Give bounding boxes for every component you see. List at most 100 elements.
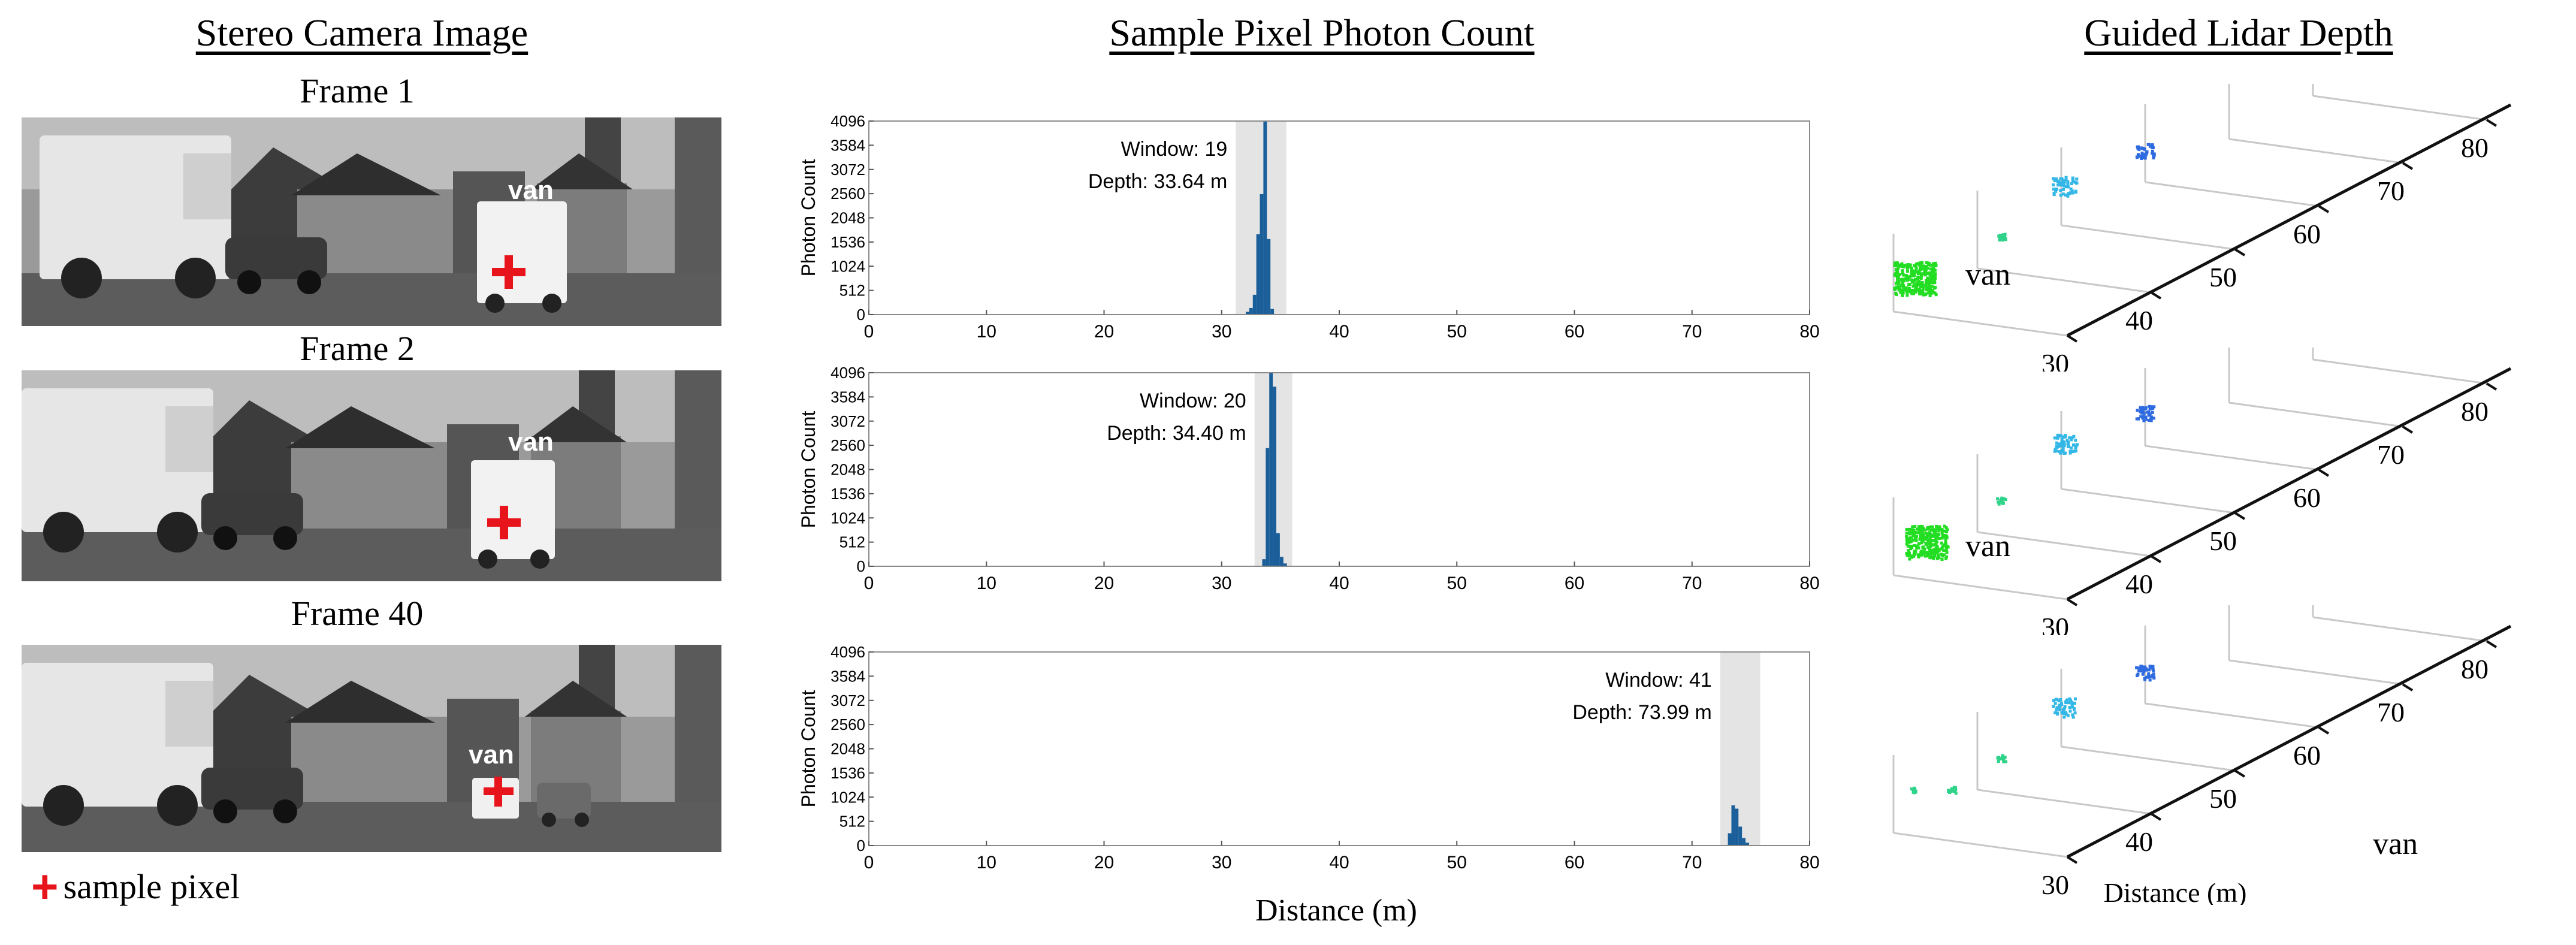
distance-tick-label: 70 — [2377, 176, 2405, 206]
lidar-point — [1907, 286, 1911, 290]
lidar-point — [1914, 265, 1917, 268]
lidar-point — [2070, 704, 2074, 707]
lidar-point — [1929, 555, 1933, 559]
lidar-point — [2146, 143, 2150, 146]
lidar-point — [2071, 450, 2075, 454]
lidar-point — [1910, 271, 1913, 274]
lidar-point — [2061, 444, 2064, 448]
y-tick-label: 1024 — [831, 257, 865, 275]
lidar-point — [2068, 697, 2071, 701]
lidar-point — [2143, 156, 2147, 160]
lidar-point — [2070, 701, 2074, 704]
lidar-point — [1913, 283, 1916, 286]
distance-tick-mark — [2234, 248, 2246, 256]
lidar-point — [1911, 538, 1915, 542]
lidar-point — [1898, 286, 1902, 289]
lidar-point — [1896, 277, 1899, 281]
lidar-point — [2144, 407, 2148, 410]
lidar-axis-label: Distance (m) — [2104, 877, 2247, 905]
lidar-point — [2152, 405, 2156, 409]
lidar-point — [2060, 711, 2064, 715]
lidar-point — [2068, 451, 2072, 455]
lidar-point — [1941, 545, 1944, 548]
lidar-point — [1914, 531, 1918, 535]
lidar-point — [1944, 530, 1948, 534]
distance-tick-mark — [2318, 205, 2330, 213]
distance-axis — [2066, 103, 2512, 337]
lidar-point — [1921, 532, 1925, 535]
y-tick-label: 3584 — [831, 388, 865, 406]
lidar-point — [2055, 188, 2058, 191]
lidar-point — [1937, 529, 1941, 533]
y-tick-label: 1536 — [831, 233, 865, 251]
lidar-point — [1924, 292, 1928, 295]
lidar-point — [1927, 281, 1931, 285]
lidar-point — [2058, 706, 2061, 709]
depth-plane-floor — [2061, 745, 2236, 772]
lidar-point — [1918, 292, 1922, 295]
lidar-point — [1901, 277, 1905, 281]
lidar-point — [2140, 152, 2144, 155]
lidar-point — [1914, 277, 1917, 281]
lidar-point — [1997, 502, 2001, 506]
lidar-point — [2001, 754, 2004, 757]
lidar-point — [2071, 715, 2075, 719]
x-tick-label: 60 — [1565, 573, 1584, 593]
plot-frame — [868, 120, 1810, 315]
lidar-point — [2055, 441, 2059, 445]
lidar-point — [2072, 443, 2076, 446]
lidar-point — [2148, 665, 2152, 668]
lidar-point — [2053, 702, 2057, 705]
lidar-point — [2073, 702, 2077, 705]
lidar-point — [2136, 674, 2139, 678]
lidar-point — [1897, 288, 1901, 292]
lidar-point — [1905, 535, 1908, 538]
lidar-point — [1939, 527, 1943, 531]
lidar-point — [1923, 547, 1926, 551]
histogram-bar — [1262, 559, 1266, 566]
lidar-point — [2058, 450, 2061, 454]
lidar-point — [2053, 448, 2057, 451]
distance-axis — [2066, 367, 2512, 601]
histogram-bar — [1276, 533, 1280, 566]
lidar-point — [2061, 446, 2065, 450]
lidar-point — [1998, 238, 2001, 241]
lidar-van-label: van — [1965, 529, 2010, 563]
lidar-point — [2056, 433, 2059, 437]
lidar-point — [1910, 288, 1914, 292]
lidar-point — [1934, 544, 1938, 547]
depth-plane-floor — [2145, 445, 2320, 471]
lidar-point — [1937, 536, 1941, 540]
lidar-point — [1931, 525, 1934, 529]
lidar-point — [1911, 789, 1915, 792]
lidar-point — [2065, 698, 2069, 702]
lidar-point — [2060, 703, 2064, 707]
y-tick-label: 3584 — [831, 136, 865, 154]
lidar-point — [1917, 542, 1921, 545]
lidar-point — [2075, 443, 2079, 446]
lidar-point — [2145, 667, 2148, 671]
lidar-point — [2150, 405, 2154, 409]
y-tick-label: 2048 — [831, 209, 865, 227]
lidar-point — [2053, 179, 2056, 183]
lidar-point — [2143, 665, 2147, 669]
y-tick-label: 2560 — [831, 436, 865, 454]
lidar-point — [2151, 149, 2154, 153]
lidar-point — [1935, 557, 1939, 560]
lidar-point — [1906, 276, 1910, 279]
y-tick-label: 0 — [857, 306, 865, 324]
lidar-point — [2139, 407, 2143, 410]
lidar-point — [1932, 550, 1935, 553]
lidar-point — [2052, 188, 2055, 191]
lidar-point — [2136, 153, 2140, 156]
lidar-point — [2059, 443, 2062, 447]
lidar-point — [2149, 417, 2152, 421]
depth-plane-floor — [2145, 181, 2320, 207]
lidar-point — [1940, 541, 1943, 545]
lidar-point — [2059, 177, 2063, 181]
y-tick-label: 2048 — [831, 461, 865, 479]
lidar-point — [1908, 265, 1912, 269]
lidar-point — [2070, 446, 2073, 450]
lidar-point — [2152, 672, 2155, 676]
lidar-point — [2151, 152, 2154, 155]
